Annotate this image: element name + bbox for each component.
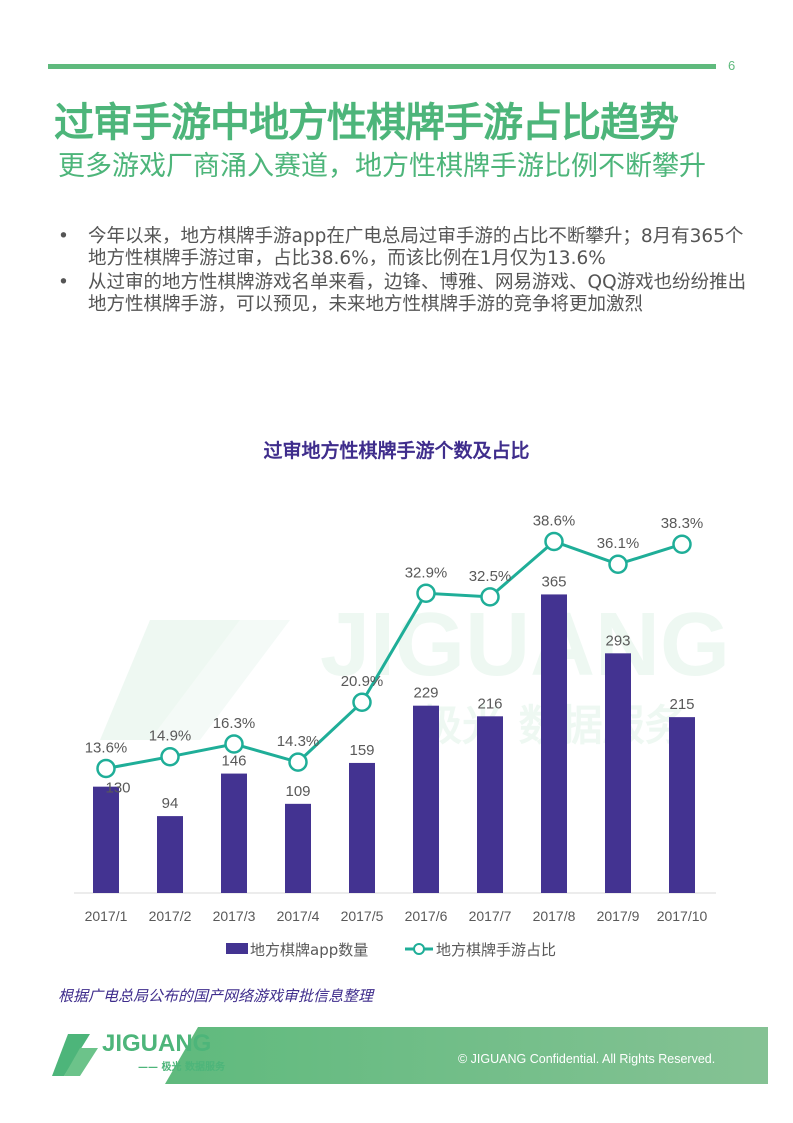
x-tick-label: 2017/8 xyxy=(533,908,576,924)
bullet-icon: • xyxy=(58,226,69,247)
chart-title: 过审地方性棋牌手游个数及占比 xyxy=(263,440,530,462)
x-tick-label: 2017/5 xyxy=(341,908,384,924)
bar xyxy=(93,786,119,893)
logo-subtext: —— 极光 数据服务 xyxy=(138,1062,225,1073)
legend-line-label: 地方棋牌手游占比 xyxy=(436,941,556,959)
source-note: 根据广电总局公布的国产网络游戏审批信息整理 xyxy=(58,987,374,1005)
bar-value-label: 216 xyxy=(477,695,502,712)
x-tick-label: 2017/7 xyxy=(469,908,512,924)
jiguang-logo-icon xyxy=(52,1034,98,1076)
x-tick-label: 2017/3 xyxy=(213,908,256,924)
x-tick-label: 2017/4 xyxy=(277,908,320,924)
line-point xyxy=(96,758,116,779)
bullet-list: • 今年以来，地方棋牌手游app在广电总局过审手游的占比不断攀升；8月有365个地… xyxy=(58,226,748,318)
page-subtitle: 更多游戏厂商涌入赛道，地方性棋牌手游比例不断攀升 xyxy=(58,151,706,182)
bar xyxy=(477,716,503,893)
header-rule xyxy=(48,64,716,69)
bar-value-label: 293 xyxy=(605,632,630,649)
bar xyxy=(669,717,695,893)
line-point xyxy=(160,746,180,767)
x-tick-label: 2017/1 xyxy=(85,908,128,924)
svg-text:JIGUANG: JIGUANG xyxy=(320,595,730,695)
legend-line-marker xyxy=(413,943,425,955)
bar-value-label: 146 xyxy=(221,753,246,770)
bar-value-label: 229 xyxy=(413,685,438,702)
line-point xyxy=(416,583,436,604)
line-value-label: 14.9% xyxy=(149,728,192,745)
bar-value-label: 365 xyxy=(541,573,566,590)
line-value-label: 14.3% xyxy=(277,733,320,750)
line-value-label: 32.5% xyxy=(469,568,512,585)
line-value-label: 38.3% xyxy=(661,515,704,532)
line-value-label: 16.3% xyxy=(213,715,256,732)
bullet-item: • 从过审的地方性棋牌游戏名单来看，边锋、博雅、网易游戏、QQ游戏也纷纷推出地方性… xyxy=(58,272,748,316)
bar-value-label: 159 xyxy=(349,742,374,759)
bar xyxy=(413,705,439,893)
bar xyxy=(605,653,631,893)
legend-bar-swatch xyxy=(226,943,248,954)
copyright: © JIGUANG Confidential. All Rights Reser… xyxy=(458,1052,716,1066)
line-point xyxy=(352,692,372,712)
footer-band xyxy=(165,1027,768,1084)
bullet-icon: • xyxy=(58,272,69,293)
bar xyxy=(157,816,183,893)
logo-text: JIGUANG xyxy=(102,1030,212,1057)
page-number: 6 xyxy=(728,58,736,73)
line-value-label: 36.1% xyxy=(597,535,640,552)
x-tick-label: 2017/2 xyxy=(149,908,192,924)
bar-value-label: 130 xyxy=(105,780,130,797)
line-series xyxy=(105,539,683,770)
x-tick-label: 2017/6 xyxy=(405,908,448,924)
line-point xyxy=(224,734,244,754)
bar-value-label: 215 xyxy=(669,696,694,713)
bar xyxy=(541,594,567,893)
page-title: 过审手游中地方性棋牌手游占比趋势 xyxy=(54,100,679,146)
line-point xyxy=(672,534,692,554)
bullet-text: 今年以来，地方棋牌手游app在广电总局过审手游的占比不断攀升；8月有365个地方… xyxy=(88,226,744,269)
line-value-label: 20.9% xyxy=(341,673,384,690)
line-value-label: 38.6% xyxy=(533,513,576,530)
legend-bar-label: 地方棋牌app数量 xyxy=(250,941,368,959)
bar xyxy=(221,773,247,893)
bar-value-label: 94 xyxy=(162,795,179,812)
line-point xyxy=(608,554,628,574)
bullet-item: • 今年以来，地方棋牌手游app在广电总局过审手游的占比不断攀升；8月有365个地… xyxy=(58,226,748,270)
line-point xyxy=(480,587,500,607)
bullet-text: 从过审的地方性棋牌游戏名单来看，边锋、博雅、网易游戏、QQ游戏也纷纷推出地方性棋… xyxy=(88,272,747,315)
line-point xyxy=(288,752,308,772)
line-value-label: 13.6% xyxy=(85,740,128,757)
x-tick-label: 2017/9 xyxy=(597,908,640,924)
bar xyxy=(285,803,311,893)
bar-value-label: 109 xyxy=(285,783,310,800)
line-value-label: 32.9% xyxy=(405,564,448,581)
x-tick-label: 2017/10 xyxy=(657,908,708,924)
line-point xyxy=(544,531,564,552)
bar xyxy=(349,762,375,893)
chart: 130 2017/1 94 2017/2 146 2017/3 109 2017/4 159 20… xyxy=(74,513,716,959)
